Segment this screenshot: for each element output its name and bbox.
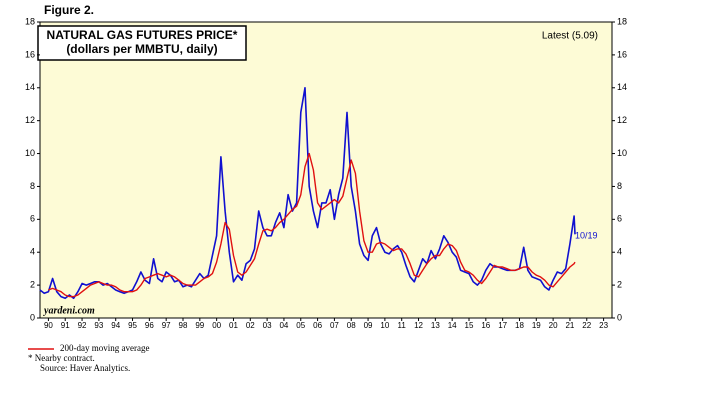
x-tick-label: 17: [498, 321, 507, 330]
x-tick-label: 96: [145, 321, 154, 330]
x-tick-label: 05: [296, 321, 305, 330]
x-tick-label: 07: [330, 321, 339, 330]
y2-tick-label: 2: [617, 279, 622, 289]
x-tick-label: 09: [364, 321, 373, 330]
x-tick-label: 95: [128, 321, 137, 330]
footnote: Source: Haver Analytics.: [40, 363, 130, 373]
x-tick-label: 01: [229, 321, 238, 330]
y-tick-label: 10: [25, 148, 35, 158]
y-tick-label: 2: [30, 279, 35, 289]
source-site: yardeni.com: [43, 305, 95, 316]
y2-tick-label: 6: [617, 214, 622, 224]
y-tick-label: 12: [25, 115, 35, 125]
y2-tick-label: 4: [617, 247, 622, 257]
x-tick-label: 11: [398, 321, 407, 330]
y-tick-label: 18: [25, 16, 35, 26]
x-tick-label: 20: [549, 321, 558, 330]
x-tick-label: 91: [61, 321, 70, 330]
x-tick-label: 21: [565, 321, 574, 330]
x-tick-label: 10: [380, 321, 389, 330]
y-tick-label: 14: [25, 82, 35, 92]
x-tick-label: 16: [481, 321, 490, 330]
title-box: [37, 25, 247, 61]
x-tick-label: 19: [532, 321, 541, 330]
footnote: * Nearby contract.: [28, 353, 95, 363]
chart-title: NATURAL GAS FUTURES PRICE*: [47, 28, 238, 42]
y2-tick-label: 18: [617, 16, 627, 26]
x-tick-label: 18: [515, 321, 524, 330]
y-tick-label: 16: [25, 49, 35, 59]
last-date-label: 10/19: [575, 230, 598, 240]
x-tick-label: 92: [78, 321, 87, 330]
x-tick-label: 93: [94, 321, 103, 330]
y-tick-label: 6: [30, 214, 35, 224]
y-tick-label: 0: [30, 312, 35, 322]
x-tick-label: 15: [465, 321, 474, 330]
x-tick-label: 00: [212, 321, 221, 330]
figure-label: Figure 2.: [44, 3, 94, 17]
series-line: [48, 152, 576, 298]
x-tick-label: 04: [279, 321, 288, 330]
chart-subtitle: (dollars per MMBTU, daily): [66, 42, 217, 56]
x-tick-label: 99: [195, 321, 204, 330]
x-tick-label: 97: [162, 321, 171, 330]
x-tick-label: 08: [347, 321, 356, 330]
x-tick-label: 03: [263, 321, 272, 330]
x-tick-label: 06: [313, 321, 322, 330]
x-tick-label: 14: [448, 321, 457, 330]
x-tick-label: 22: [582, 321, 591, 330]
y2-tick-label: 14: [617, 82, 627, 92]
plot-area: [39, 21, 613, 319]
y2-tick-label: 8: [617, 181, 622, 191]
latest-label: Latest (5.09): [542, 31, 598, 42]
x-tick-label: 12: [414, 321, 423, 330]
y2-tick-label: 10: [617, 148, 627, 158]
x-tick-label: 94: [111, 321, 120, 330]
y-tick-label: 8: [30, 181, 35, 191]
legend-label: 200-day moving average: [60, 343, 149, 353]
y2-tick-label: 12: [617, 115, 627, 125]
y2-tick-label: 16: [617, 49, 627, 59]
x-tick-label: 90: [44, 321, 53, 330]
x-tick-label: 02: [246, 321, 255, 330]
x-tick-label: 23: [599, 321, 608, 330]
x-tick-label: 98: [179, 321, 188, 330]
x-tick-label: 13: [431, 321, 440, 330]
y-tick-label: 4: [30, 247, 35, 257]
y2-tick-label: 0: [617, 312, 622, 322]
